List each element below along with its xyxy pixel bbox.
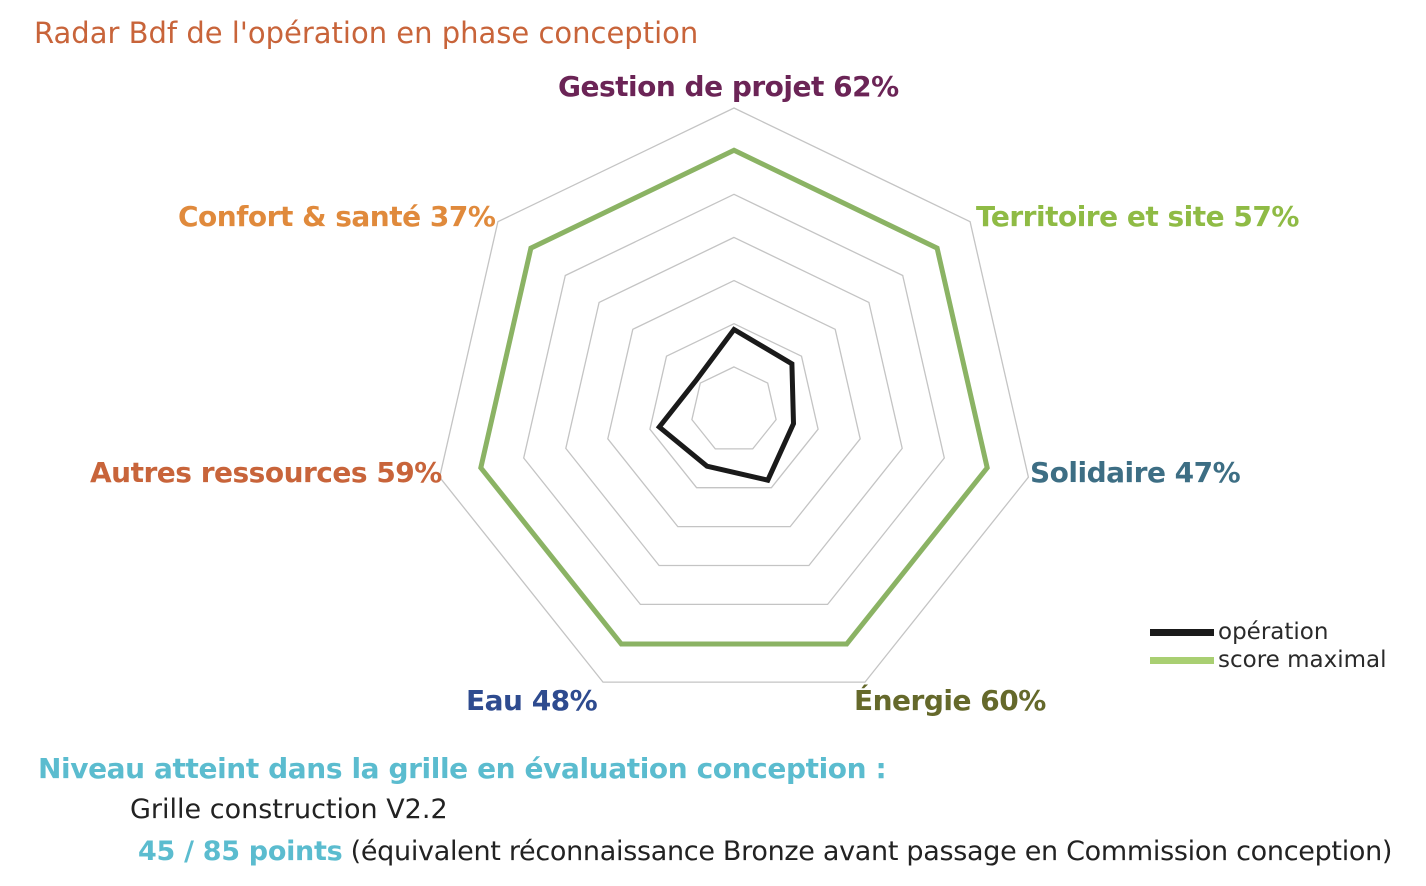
radar-grid-ring [565,236,903,567]
radar-grid-ring [480,150,988,644]
radar-grid-ring [649,322,819,489]
legend-item-operation: opération [1150,618,1387,646]
radar-grid-ring [522,193,946,606]
legend-label-operation: opération [1218,619,1329,645]
radar-grid-ring [607,279,861,528]
points-value: 45 / 85 points [138,836,343,867]
axis-label-confort: Confort & santé 37% [178,200,496,233]
axis-label-autres-ressources: Autres ressources 59% [90,456,442,489]
grid-version: Grille construction V2.2 [130,794,448,825]
legend-swatch-score-maximal [1150,656,1214,664]
series-score-maximal-line [478,147,990,647]
radar-grid-ring [691,366,777,450]
axis-label-solidaire: Solidaire 47% [1030,456,1241,489]
chart-title: Radar Bdf de l'opération en phase concep… [34,16,699,50]
footer-heading: Niveau atteint dans la grille en évaluat… [38,752,887,785]
axis-label-territoire: Territoire et site 57% [976,200,1299,233]
axis-label-energie: Énergie 60% [854,684,1046,717]
points-note: (équivalent réconnaissance Bronze avant … [342,836,1393,867]
legend-item-score-maximal: score maximal [1150,646,1387,674]
series-operation-line [655,326,797,484]
radar-grid-ring [438,107,1030,683]
legend-label-score-maximal: score maximal [1218,647,1387,673]
axis-label-gestion: Gestion de projet 62% [558,70,899,103]
points-summary: 45 / 85 points (équivalent réconnaissanc… [138,836,1392,867]
chart-legend: opération score maximal [1150,618,1387,674]
legend-swatch-operation [1150,628,1214,636]
axis-label-eau: Eau 48% [466,684,598,717]
